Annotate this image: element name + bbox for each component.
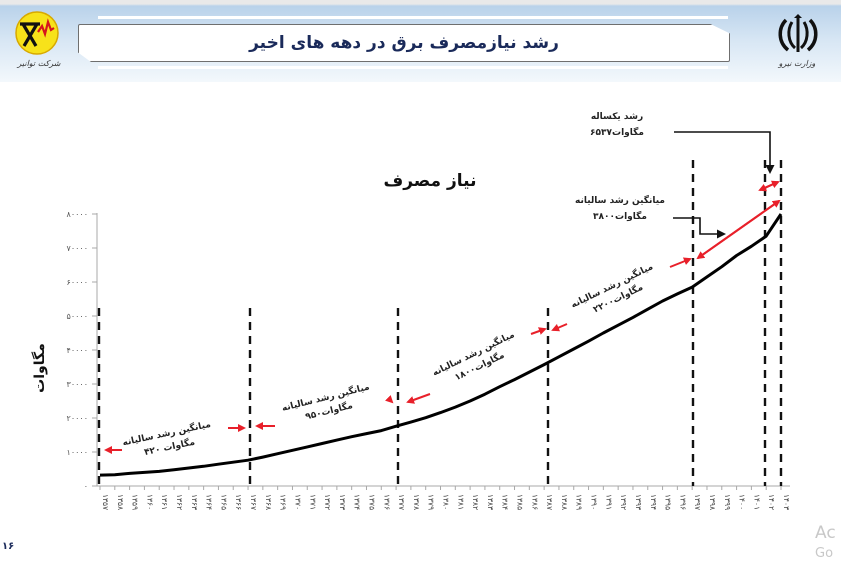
- x-tick: ۱۳۷۶: [382, 494, 391, 510]
- x-tick: ۱۳۵۸: [116, 494, 125, 510]
- x-tick: ۱۳۶۹: [279, 494, 288, 510]
- x-tick: ۱۴۰۲: [767, 494, 776, 510]
- x-tick: ۱۳۷۳: [338, 494, 347, 510]
- x-tick: ۱۳۷۸: [412, 494, 421, 510]
- x-tick: ۱۳۸۳: [486, 494, 495, 510]
- x-tick: ۱۴۰۱: [752, 494, 761, 510]
- avg-growth-label: میانگین رشد سالیانه: [575, 194, 665, 206]
- x-tick: ۱۳۸۵: [516, 494, 525, 510]
- y-tick: ۳۰۰۰۰: [67, 380, 88, 389]
- y-tick: ۴۰۰۰۰: [67, 346, 88, 355]
- avg-growth-value: ۳۸۰۰مگاوات: [593, 210, 647, 222]
- x-tick: ۱۳۹۸: [708, 494, 717, 510]
- x-tick: ۱۳۶۴: [205, 494, 214, 510]
- x-tick: ۱۳۶۰: [145, 494, 154, 510]
- x-tick: ۱۳۷۲: [323, 494, 332, 510]
- y-tick: ۱۰۰۰۰: [67, 448, 88, 457]
- chart-title: نیاز مصرف: [383, 171, 476, 191]
- x-tick: ۱۴۰۳: [782, 494, 791, 510]
- y-tick: ۲۰۰۰۰: [67, 414, 88, 423]
- x-tick: ۱۳۸۲: [471, 494, 480, 510]
- y-tick: ۸۰۰۰۰: [67, 210, 88, 219]
- callout-arrows: [673, 131, 775, 239]
- x-tick: ۱۳۶۳: [190, 494, 199, 510]
- x-tick: ۱۳۷۴: [353, 494, 362, 510]
- page-number: ۱۶: [2, 541, 15, 552]
- left-logo-caption: شرکت توانیر: [17, 59, 61, 68]
- x-tick: ۱۳۷۰: [293, 494, 302, 510]
- x-tick: ۱۳۸۷: [545, 494, 554, 510]
- iran-emblem-icon: [778, 14, 818, 52]
- x-tick: ۱۳۸۱: [456, 494, 465, 510]
- x-tick: ۱۳۵۷: [101, 494, 110, 510]
- x-tick: ۱۳۹۵: [664, 494, 673, 510]
- y-tick: ۶۰۰۰۰: [67, 278, 88, 287]
- x-tick: ۱۳۹۶: [678, 494, 687, 510]
- y-axis: [92, 213, 97, 487]
- x-tick: ۱۳۶۷: [249, 494, 258, 510]
- growth-arrows: [104, 180, 781, 454]
- y-tick: ۷۰۰۰۰: [67, 244, 88, 253]
- x-tick: ۱۳۶۶: [234, 494, 243, 510]
- right-logo-caption: وزارت نیرو: [778, 59, 816, 68]
- x-tick: ۱۳۸۸: [560, 494, 569, 510]
- header-stripe: [98, 66, 728, 69]
- x-tick: ۱۳۶۵: [219, 494, 228, 510]
- x-tick: ۱۳۹۳: [634, 494, 643, 510]
- header-stripe: [98, 16, 728, 19]
- x-tick: ۱۳۷۷: [397, 494, 406, 510]
- x-tick: ۱۳۹۷: [693, 494, 702, 510]
- page-title-box: رشد نیازمصرف برق در دهه های اخیر: [78, 24, 730, 62]
- x-tick: ۱۳۹۹: [723, 494, 732, 510]
- y-axis-label: مگاوات: [31, 343, 48, 393]
- y-tick: ۵۰۰۰۰: [67, 312, 88, 321]
- x-tick: ۱۳۸۴: [501, 494, 510, 510]
- x-tick: ۱۳۷۵: [367, 494, 376, 510]
- activation-watermark-sub: Go: [815, 546, 834, 561]
- x-tick: ۱۳۸۰: [442, 494, 451, 510]
- x-tick: ۱۳۷۱: [308, 494, 317, 510]
- x-tick: ۱۳۵۹: [131, 494, 140, 510]
- x-tick: ۱۳۹۴: [649, 494, 658, 510]
- y-tick: ۰: [84, 482, 88, 491]
- x-tick: ۱۳۶۲: [175, 494, 184, 510]
- one-year-growth-value: ۶۵۳۷مگاوات: [590, 126, 644, 138]
- tavanir-logo-icon: [15, 11, 59, 55]
- x-tick: ۱۳۹۲: [619, 494, 628, 510]
- page-title: رشد نیازمصرف برق در دهه های اخیر: [249, 33, 559, 53]
- one-year-growth-label: رشد یکساله: [591, 112, 643, 122]
- x-tick: ۱۴۰۰: [738, 494, 747, 510]
- x-tick: ۱۳۹۰: [590, 494, 599, 510]
- x-tick: ۱۳۶۸: [264, 494, 273, 510]
- x-tick: ۱۳۷۹: [427, 494, 436, 510]
- x-tick: ۱۳۹۱: [604, 494, 613, 510]
- x-tick: ۱۳۶۱: [160, 494, 169, 510]
- x-tick: ۱۳۸۶: [530, 494, 539, 510]
- x-axis: ۱۳۵۷ ۱۳۵۸ ۱۳۵۹ ۱۳۶۰ ۱۳۶۱ ۱۳۶۲ ۱۳۶۳ ۱۳۶۴ ۱۳۶۵ ۱۳۶۶…: [99, 486, 791, 510]
- demand-series-line: [99, 213, 783, 477]
- activation-watermark: Ac: [815, 523, 836, 543]
- period-dividers: [97, 160, 783, 486]
- x-tick: ۱۳۸۹: [575, 494, 584, 510]
